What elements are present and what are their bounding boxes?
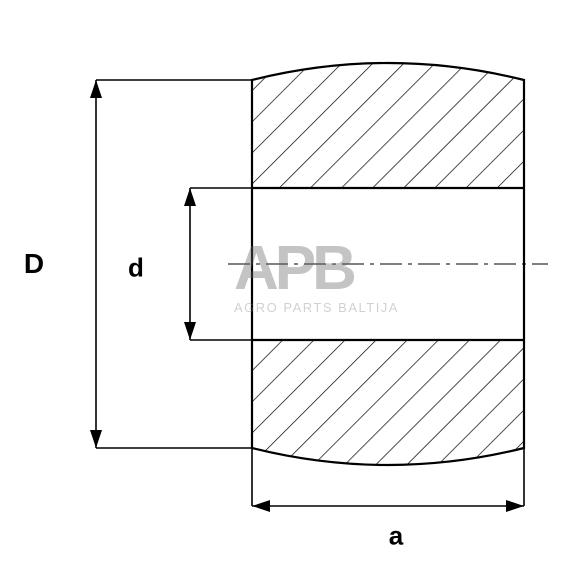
dimension-label-D: D: [24, 248, 44, 280]
diagram-canvas: APB AGRO PARTS BALTIJA D d a: [0, 0, 588, 588]
dimension-label-a: a: [389, 521, 403, 552]
dimension-label-d: d: [128, 253, 144, 284]
diagram-svg: [0, 0, 588, 588]
